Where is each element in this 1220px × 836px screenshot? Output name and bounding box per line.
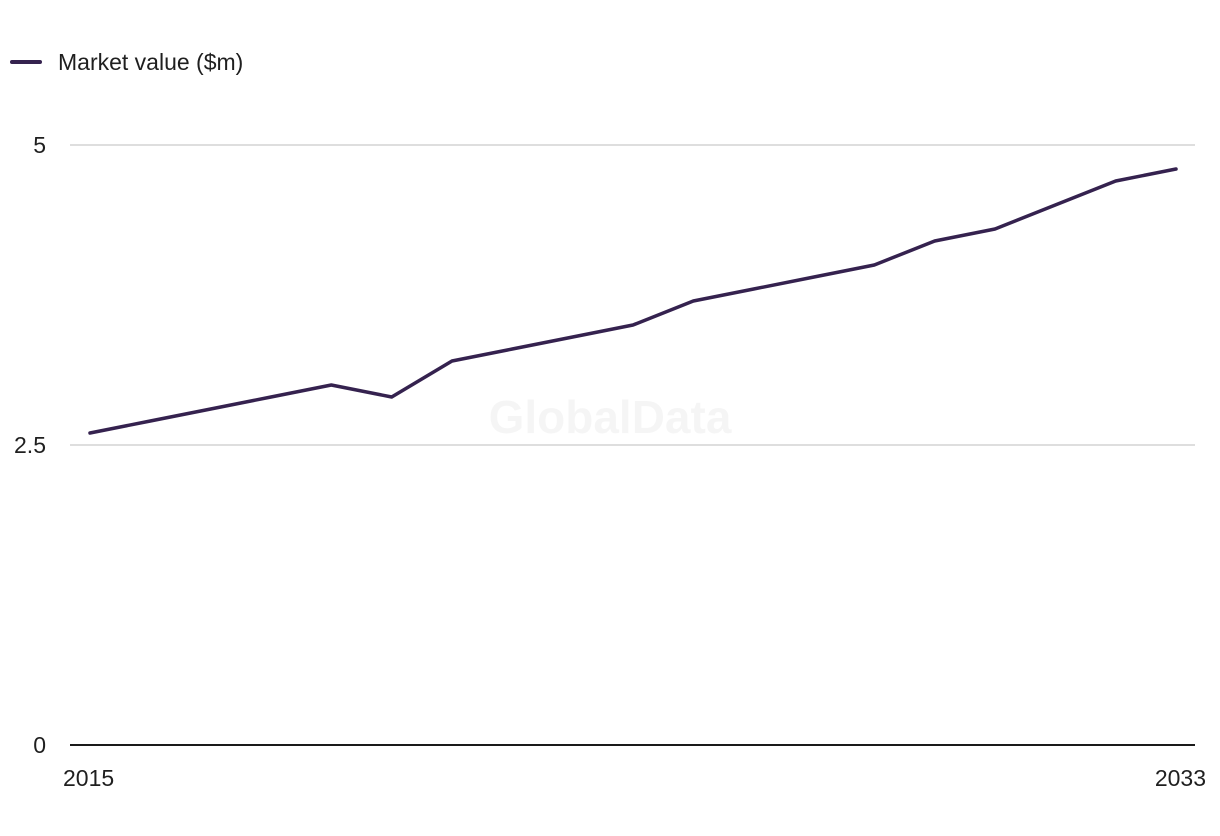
x-tick-label: 2033 <box>1155 765 1206 791</box>
y-tick-label: 0 <box>33 732 46 758</box>
legend-label: Market value ($m) <box>58 48 244 75</box>
series-line <box>88 167 1178 435</box>
watermark-text: GlobalData <box>489 391 732 443</box>
legend: Market value ($m) <box>10 47 243 77</box>
legend-swatch <box>10 60 42 64</box>
x-tick-label: 2015 <box>63 765 114 791</box>
y-tick-label: 2.5 <box>14 432 46 458</box>
y-tick-label: 5 <box>33 132 46 158</box>
